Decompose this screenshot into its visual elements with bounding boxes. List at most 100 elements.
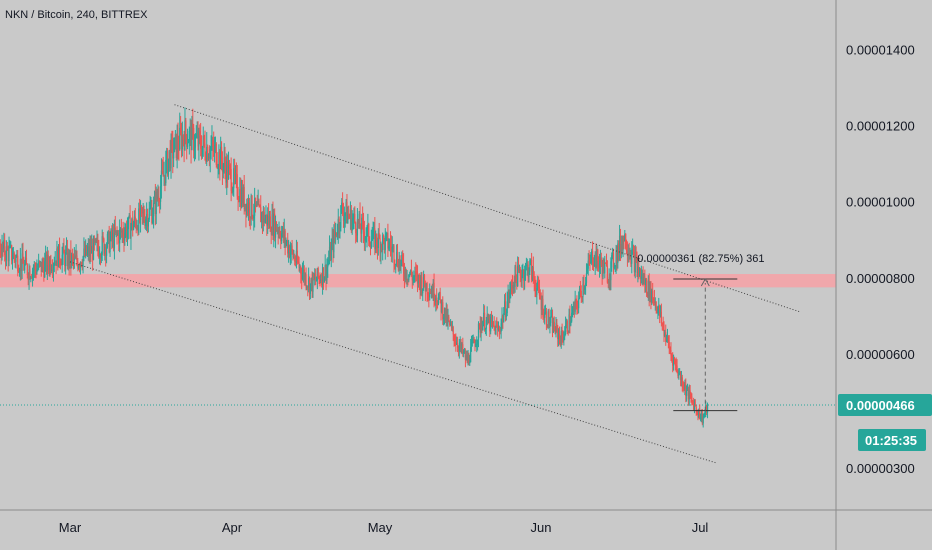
candle-body <box>451 327 453 329</box>
candle-body <box>551 316 554 333</box>
candle <box>581 296 583 303</box>
candle <box>484 327 487 335</box>
candle-body <box>72 256 75 261</box>
candle-body <box>586 268 588 274</box>
candle-body <box>320 279 322 281</box>
candle <box>153 190 156 205</box>
price-axis[interactable]: 0.000014000.000012000.000010000.00000800… <box>846 42 915 476</box>
candle-body <box>207 157 210 160</box>
candle-body <box>91 245 93 254</box>
measure-tool-layer[interactable]: 0.00000361 (82.75%) 361 <box>637 253 765 412</box>
candle <box>51 259 54 279</box>
candle <box>582 276 584 304</box>
candle-body <box>83 248 85 257</box>
candle-body <box>504 301 507 317</box>
candle-body <box>632 249 635 253</box>
candle-body <box>342 202 344 213</box>
candle-body <box>457 347 460 351</box>
candle <box>677 369 679 379</box>
candle-body <box>207 146 209 160</box>
candle <box>253 203 255 231</box>
candle-body <box>529 260 531 272</box>
candle-body <box>97 240 99 249</box>
candle <box>198 127 200 161</box>
candle <box>502 314 504 329</box>
candle <box>583 274 585 295</box>
candle-body <box>637 267 639 273</box>
candle <box>105 244 107 267</box>
candle <box>675 357 677 373</box>
candle <box>289 241 291 266</box>
candle-body <box>500 323 502 332</box>
candle <box>320 274 322 284</box>
candle <box>521 264 523 288</box>
candle-body <box>476 343 478 345</box>
candle-body <box>335 232 337 236</box>
candle <box>249 216 251 230</box>
time-axis[interactable]: Mar Apr May Jun Jul <box>59 520 709 535</box>
candle-body <box>280 236 282 242</box>
candle-body <box>229 165 231 169</box>
candle-body <box>20 258 22 271</box>
candle-body <box>191 123 193 150</box>
candle-body <box>470 342 473 348</box>
candle-body <box>313 274 315 280</box>
candle <box>444 307 446 323</box>
candle-body <box>428 295 430 298</box>
candle <box>112 223 114 248</box>
candle <box>465 350 467 361</box>
candle <box>154 183 156 226</box>
candle-body <box>224 157 226 168</box>
candle-body <box>630 255 632 264</box>
candle-body <box>584 285 586 290</box>
candles-layer <box>0 107 709 428</box>
candle <box>492 321 494 328</box>
candle-body <box>330 245 332 261</box>
candle <box>57 246 59 271</box>
candle <box>56 240 58 266</box>
candle <box>684 379 686 396</box>
candle <box>72 253 75 270</box>
candle-body <box>38 261 40 268</box>
channel-upper-line[interactable] <box>174 104 801 313</box>
candle-body <box>418 274 420 281</box>
candle-body <box>676 365 678 372</box>
candle-body <box>367 224 369 228</box>
candle-body <box>642 274 644 285</box>
candle <box>362 206 364 230</box>
candle <box>358 210 360 229</box>
candle-body <box>607 282 609 284</box>
candle <box>21 243 23 280</box>
candle <box>213 131 215 157</box>
candle-body <box>366 227 368 237</box>
candle <box>394 259 396 270</box>
candle-body <box>54 260 56 265</box>
candle-body <box>613 267 615 269</box>
time-tick-label: Mar <box>59 520 82 535</box>
candle <box>170 133 172 179</box>
candle <box>591 241 594 271</box>
candle <box>431 283 433 299</box>
candle <box>125 223 127 239</box>
candle-body <box>664 332 666 336</box>
candle-body <box>437 297 440 305</box>
candle <box>180 116 182 136</box>
candle <box>368 222 370 247</box>
candle-body <box>304 274 306 280</box>
candle-body <box>192 123 194 128</box>
candle-body <box>219 151 221 170</box>
candle <box>421 271 423 297</box>
candle <box>499 326 501 335</box>
candle-body <box>519 269 521 276</box>
candle-body <box>116 230 118 235</box>
candle <box>423 270 425 291</box>
candle <box>117 230 119 236</box>
candle <box>314 268 316 286</box>
candle-body <box>513 285 515 288</box>
candle-body <box>11 258 14 261</box>
candle <box>376 237 379 260</box>
candle <box>197 121 199 151</box>
candle <box>4 250 7 270</box>
candle-body <box>41 261 43 272</box>
